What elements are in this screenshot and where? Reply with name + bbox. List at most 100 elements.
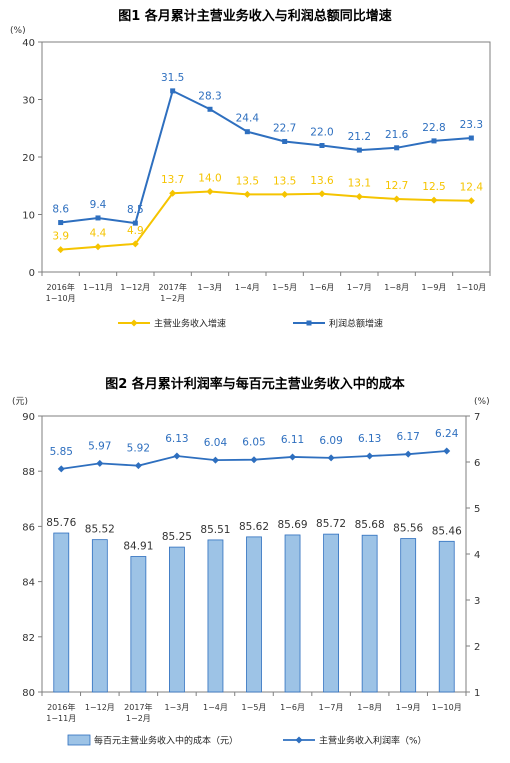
data-point: [394, 145, 400, 151]
data-point: [244, 129, 250, 135]
x-tick-label: 1−5月: [272, 283, 297, 292]
line-label: 6.05: [242, 437, 265, 449]
legend-marker: [295, 736, 303, 744]
x-tick-label: 1−7月: [319, 703, 344, 712]
bar-label: 85.69: [278, 519, 308, 531]
x-tick-label: 1−12月: [120, 283, 150, 292]
data-label: 22.0: [310, 127, 333, 139]
legend-label-0: 主营业务收入增速: [154, 318, 226, 330]
cost-bar: [361, 534, 378, 693]
data-point: [431, 138, 437, 144]
y-tick-label-left: 90: [22, 412, 35, 423]
data-label: 31.5: [161, 72, 184, 84]
data-label: 28.3: [198, 90, 221, 102]
cost-bar: [246, 536, 262, 693]
bar-label: 84.91: [123, 540, 153, 552]
bar-label: 85.51: [200, 524, 230, 536]
bar-label: 85.62: [239, 521, 269, 533]
bar-label: 85.72: [316, 518, 346, 530]
x-tick-label: 2016年: [46, 282, 74, 292]
bar-label: 85.52: [85, 524, 115, 536]
data-label: 21.6: [385, 129, 409, 141]
data-label: 13.7: [161, 174, 184, 186]
x-tick-label: 1−4月: [203, 703, 228, 712]
legend-marker: [306, 320, 312, 326]
y-tick-label: 10: [22, 211, 35, 222]
data-label: 14.0: [198, 173, 221, 185]
legend-label-bars: 每百元主营业务收入中的成本（元）: [94, 735, 238, 747]
cost-bar: [130, 556, 147, 693]
data-point: [173, 452, 181, 460]
chart-title: 图2 各月累计利润率与每百元主营业务收入中的成本: [105, 376, 405, 392]
y-axis-unit: (%): [10, 26, 26, 36]
y-tick-label-left: 80: [22, 688, 35, 699]
data-point: [289, 453, 297, 461]
data-point: [57, 246, 65, 254]
data-point: [131, 240, 139, 248]
data-point: [169, 189, 177, 197]
bar-label: 85.46: [432, 525, 462, 537]
cost-bar: [323, 533, 339, 693]
x-tick-label: 1−3月: [164, 703, 189, 712]
bar-label: 85.56: [393, 523, 423, 535]
data-label: 8.5: [127, 204, 144, 216]
cost-bar: [400, 538, 417, 693]
data-point: [282, 138, 288, 144]
data-label: 12.5: [422, 181, 445, 193]
data-point: [443, 447, 451, 455]
cost-bar: [169, 546, 185, 693]
x-tick-label: 2017年: [158, 282, 186, 292]
legend-label-1: 利润总额增速: [329, 318, 383, 330]
data-label: 4.9: [127, 225, 144, 237]
data-label: 21.2: [348, 131, 371, 143]
x-tick-label: 1−8月: [384, 283, 409, 292]
plot-frame: [41, 41, 491, 273]
x-tick-label: 1−3月: [198, 283, 223, 292]
x-tick-label: 1−12月: [85, 703, 115, 712]
y-tick-label: 20: [22, 153, 35, 164]
y-tick-label: 40: [22, 38, 35, 49]
data-point: [250, 456, 258, 464]
data-point: [134, 462, 142, 470]
cost-bar: [438, 540, 455, 693]
data-label: 22.8: [422, 122, 445, 134]
data-label: 3.9: [52, 231, 69, 243]
x-tick-label: 2017年: [124, 702, 152, 712]
x-tick-label: 1−6月: [310, 283, 335, 292]
line-label: 6.04: [204, 437, 228, 449]
y-axis-unit-left: (元): [12, 397, 28, 407]
data-point: [393, 195, 401, 203]
bar-label: 85.76: [46, 517, 76, 529]
y-axis-unit-right: (%): [474, 397, 490, 407]
y-tick-label-right: 7: [474, 412, 480, 423]
cost-bar: [91, 539, 108, 693]
x-tick-label: 1−2月: [160, 294, 185, 303]
data-label: 13.1: [348, 178, 371, 190]
data-point: [132, 220, 138, 226]
line-label: 6.11: [281, 434, 304, 446]
data-label: 12.4: [460, 182, 484, 194]
bar-label: 85.68: [355, 519, 385, 531]
data-point: [58, 220, 64, 226]
line-label: 6.24: [435, 428, 459, 440]
x-tick-label: 1−10月: [432, 703, 462, 712]
data-label: 9.4: [90, 199, 107, 211]
legend-marker: [130, 319, 138, 327]
data-label: 13.6: [310, 175, 334, 187]
y-tick-label: 0: [29, 268, 35, 279]
line-label: 5.97: [88, 440, 111, 452]
data-label: 4.4: [90, 228, 107, 240]
chart-margin-and-cost: 图2 各月累计利润率与每百元主营业务收入中的成本 (元) (%) 80 82 84 86 88…: [12, 376, 490, 747]
chart-growth-rates: 图1 各月累计主营业务收入与利润总额同比增速 (%) 0 10 20 30 40 2016年 1…: [10, 8, 491, 330]
data-label: 12.7: [385, 180, 408, 192]
data-label: 23.3: [460, 119, 483, 131]
line-label: 6.13: [165, 433, 188, 445]
data-point: [281, 190, 289, 198]
y-tick-label-left: 84: [22, 578, 35, 589]
x-tick-label: 1−9月: [396, 703, 421, 712]
x-tick-label: 1−8月: [357, 703, 382, 712]
x-tick-label: 1−6月: [280, 703, 305, 712]
series-line-1: [60, 89, 472, 225]
chart-title: 图1 各月累计主营业务收入与利润总额同比增速: [118, 8, 392, 24]
line-label: 6.17: [396, 431, 419, 443]
